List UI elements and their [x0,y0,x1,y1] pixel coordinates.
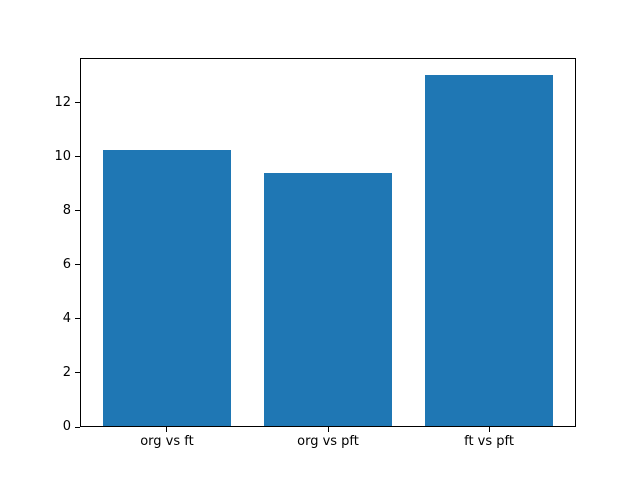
y-tick-mark [75,156,80,158]
x-tick-label: org vs pft [297,434,359,449]
y-tick-label: 12 [54,94,71,110]
y-tick-mark [75,372,80,374]
y-tick-mark [75,210,80,212]
x-tick-mark [166,427,168,432]
y-tick-mark [75,264,80,266]
bar-org-vs-ft [102,150,232,426]
x-tick-label: ft vs pft [464,434,514,449]
y-tick-label: 4 [62,310,71,326]
bar-org-vs-pft [263,173,393,426]
y-tick-mark [75,318,80,320]
x-tick-label: org vs ft [140,434,194,449]
y-tick-mark [75,102,80,104]
x-tick-mark [488,427,490,432]
y-tick-mark [75,426,80,428]
y-tick-label: 0 [62,419,71,434]
y-tick-label: 6 [62,256,71,272]
y-tick-label: 8 [62,202,71,218]
x-tick-mark [327,427,329,432]
plot-area [80,58,576,427]
y-tick-label: 10 [54,148,71,164]
y-tick-label: 2 [62,364,71,380]
bar-ft-vs-pft [424,74,554,426]
